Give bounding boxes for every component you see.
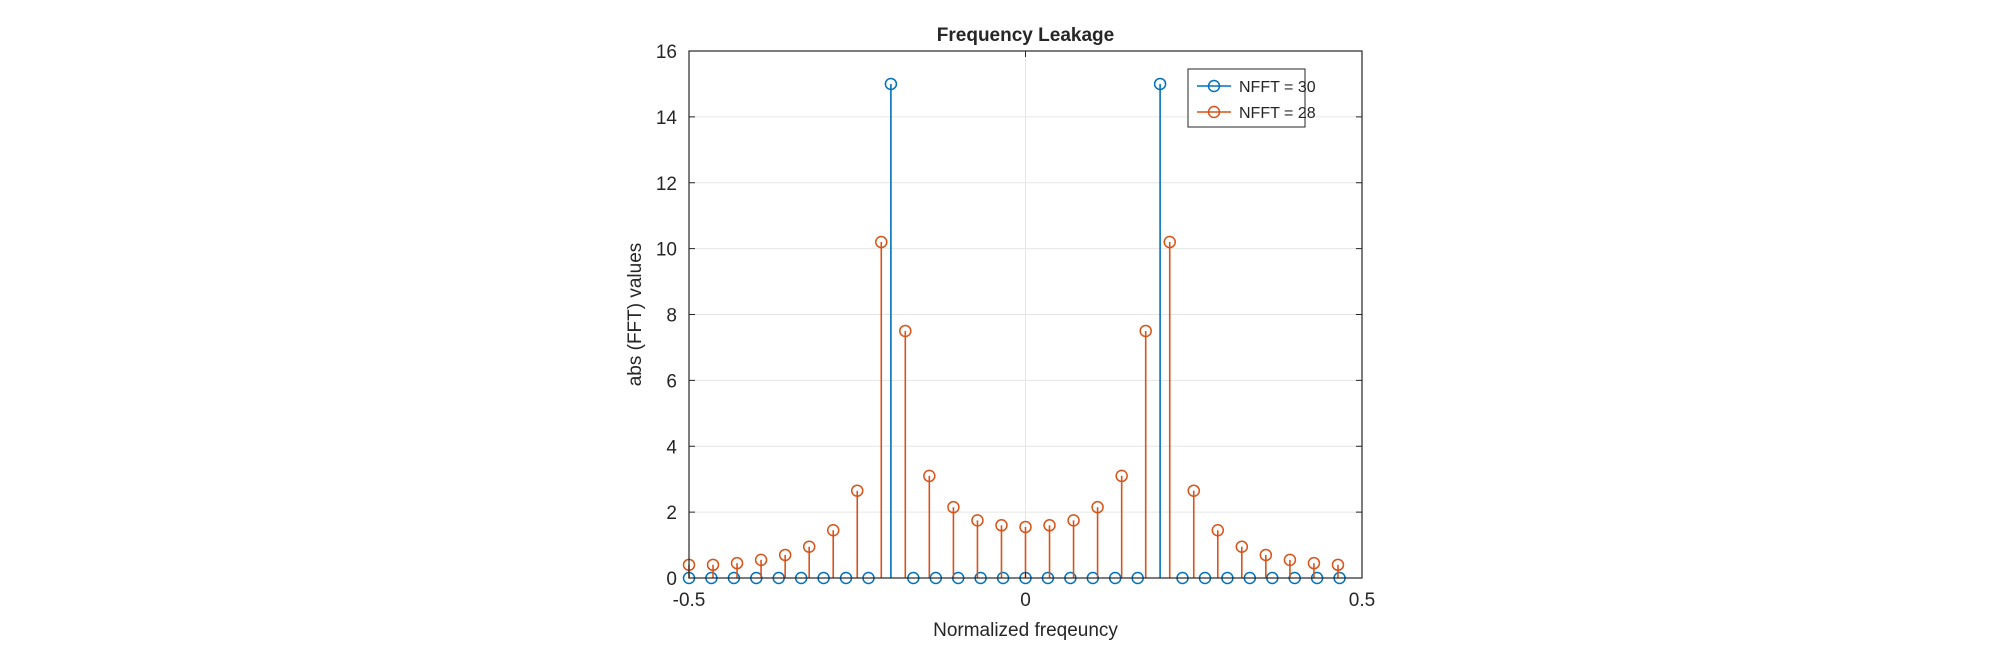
x-tick-label: 0 xyxy=(1020,590,1031,611)
stem-marker xyxy=(1139,324,1152,338)
stem-marker xyxy=(730,556,744,570)
stem-marker xyxy=(1211,523,1225,537)
stem-marker xyxy=(1115,469,1128,483)
y-tick-label: 2 xyxy=(666,503,677,524)
stem-marker xyxy=(971,514,984,527)
y-tick-label: 8 xyxy=(666,306,677,327)
stem-marker xyxy=(875,235,888,249)
stem-marker xyxy=(778,548,792,562)
series-2 xyxy=(682,235,1345,578)
stem-marker xyxy=(802,540,816,553)
legend-marker xyxy=(1207,79,1221,93)
y-tick-label: 4 xyxy=(666,437,677,458)
stem-marker xyxy=(851,484,864,497)
x-tick-label: 0.5 xyxy=(1349,590,1375,611)
stem-marker xyxy=(1153,77,1167,91)
stem-marker xyxy=(1067,514,1080,527)
legend-label: NFFT = 30 xyxy=(1239,79,1316,96)
y-tick-label: 10 xyxy=(656,240,677,261)
y-tick-label: 0 xyxy=(666,569,677,590)
stem-marker xyxy=(1283,553,1297,567)
stem-marker xyxy=(947,500,960,514)
y-tick-label: 14 xyxy=(656,108,678,129)
stem-marker xyxy=(995,519,1008,532)
x-tick-label: -0.5 xyxy=(673,590,706,611)
legend: NFFT = 30 NFFT = 28 xyxy=(1187,68,1316,128)
chart-title: Frequency Leakage xyxy=(937,25,1114,46)
stem-marker xyxy=(1331,558,1345,572)
stem-marker xyxy=(899,324,912,338)
stem-marker xyxy=(1019,520,1032,534)
stem-marker xyxy=(923,469,936,483)
stem-marker xyxy=(1091,500,1104,514)
series-1 xyxy=(682,77,1346,585)
stem-marker xyxy=(884,77,898,91)
legend-box xyxy=(1187,68,1306,128)
y-tick-label: 16 xyxy=(656,42,677,63)
stem-marker xyxy=(754,553,768,567)
stem-marker xyxy=(1187,484,1200,497)
legend-label: NFFT = 28 xyxy=(1239,105,1316,122)
stem-marker xyxy=(1307,556,1321,570)
stem-marker xyxy=(1043,519,1056,532)
stem-marker xyxy=(1259,548,1273,562)
stem-marker xyxy=(1163,235,1176,249)
stem-marker xyxy=(1235,540,1249,553)
y-axis-label: abs (FFT) values xyxy=(625,243,646,387)
grid xyxy=(688,50,1363,579)
legend-marker xyxy=(1207,105,1221,119)
y-tick-label: 6 xyxy=(666,371,677,392)
stem-marker xyxy=(826,523,840,537)
y-tick-label: 12 xyxy=(656,174,677,195)
stems xyxy=(682,77,1346,585)
x-axis-label: Normalized freqeuncy xyxy=(933,620,1118,641)
stem-marker xyxy=(706,558,720,572)
